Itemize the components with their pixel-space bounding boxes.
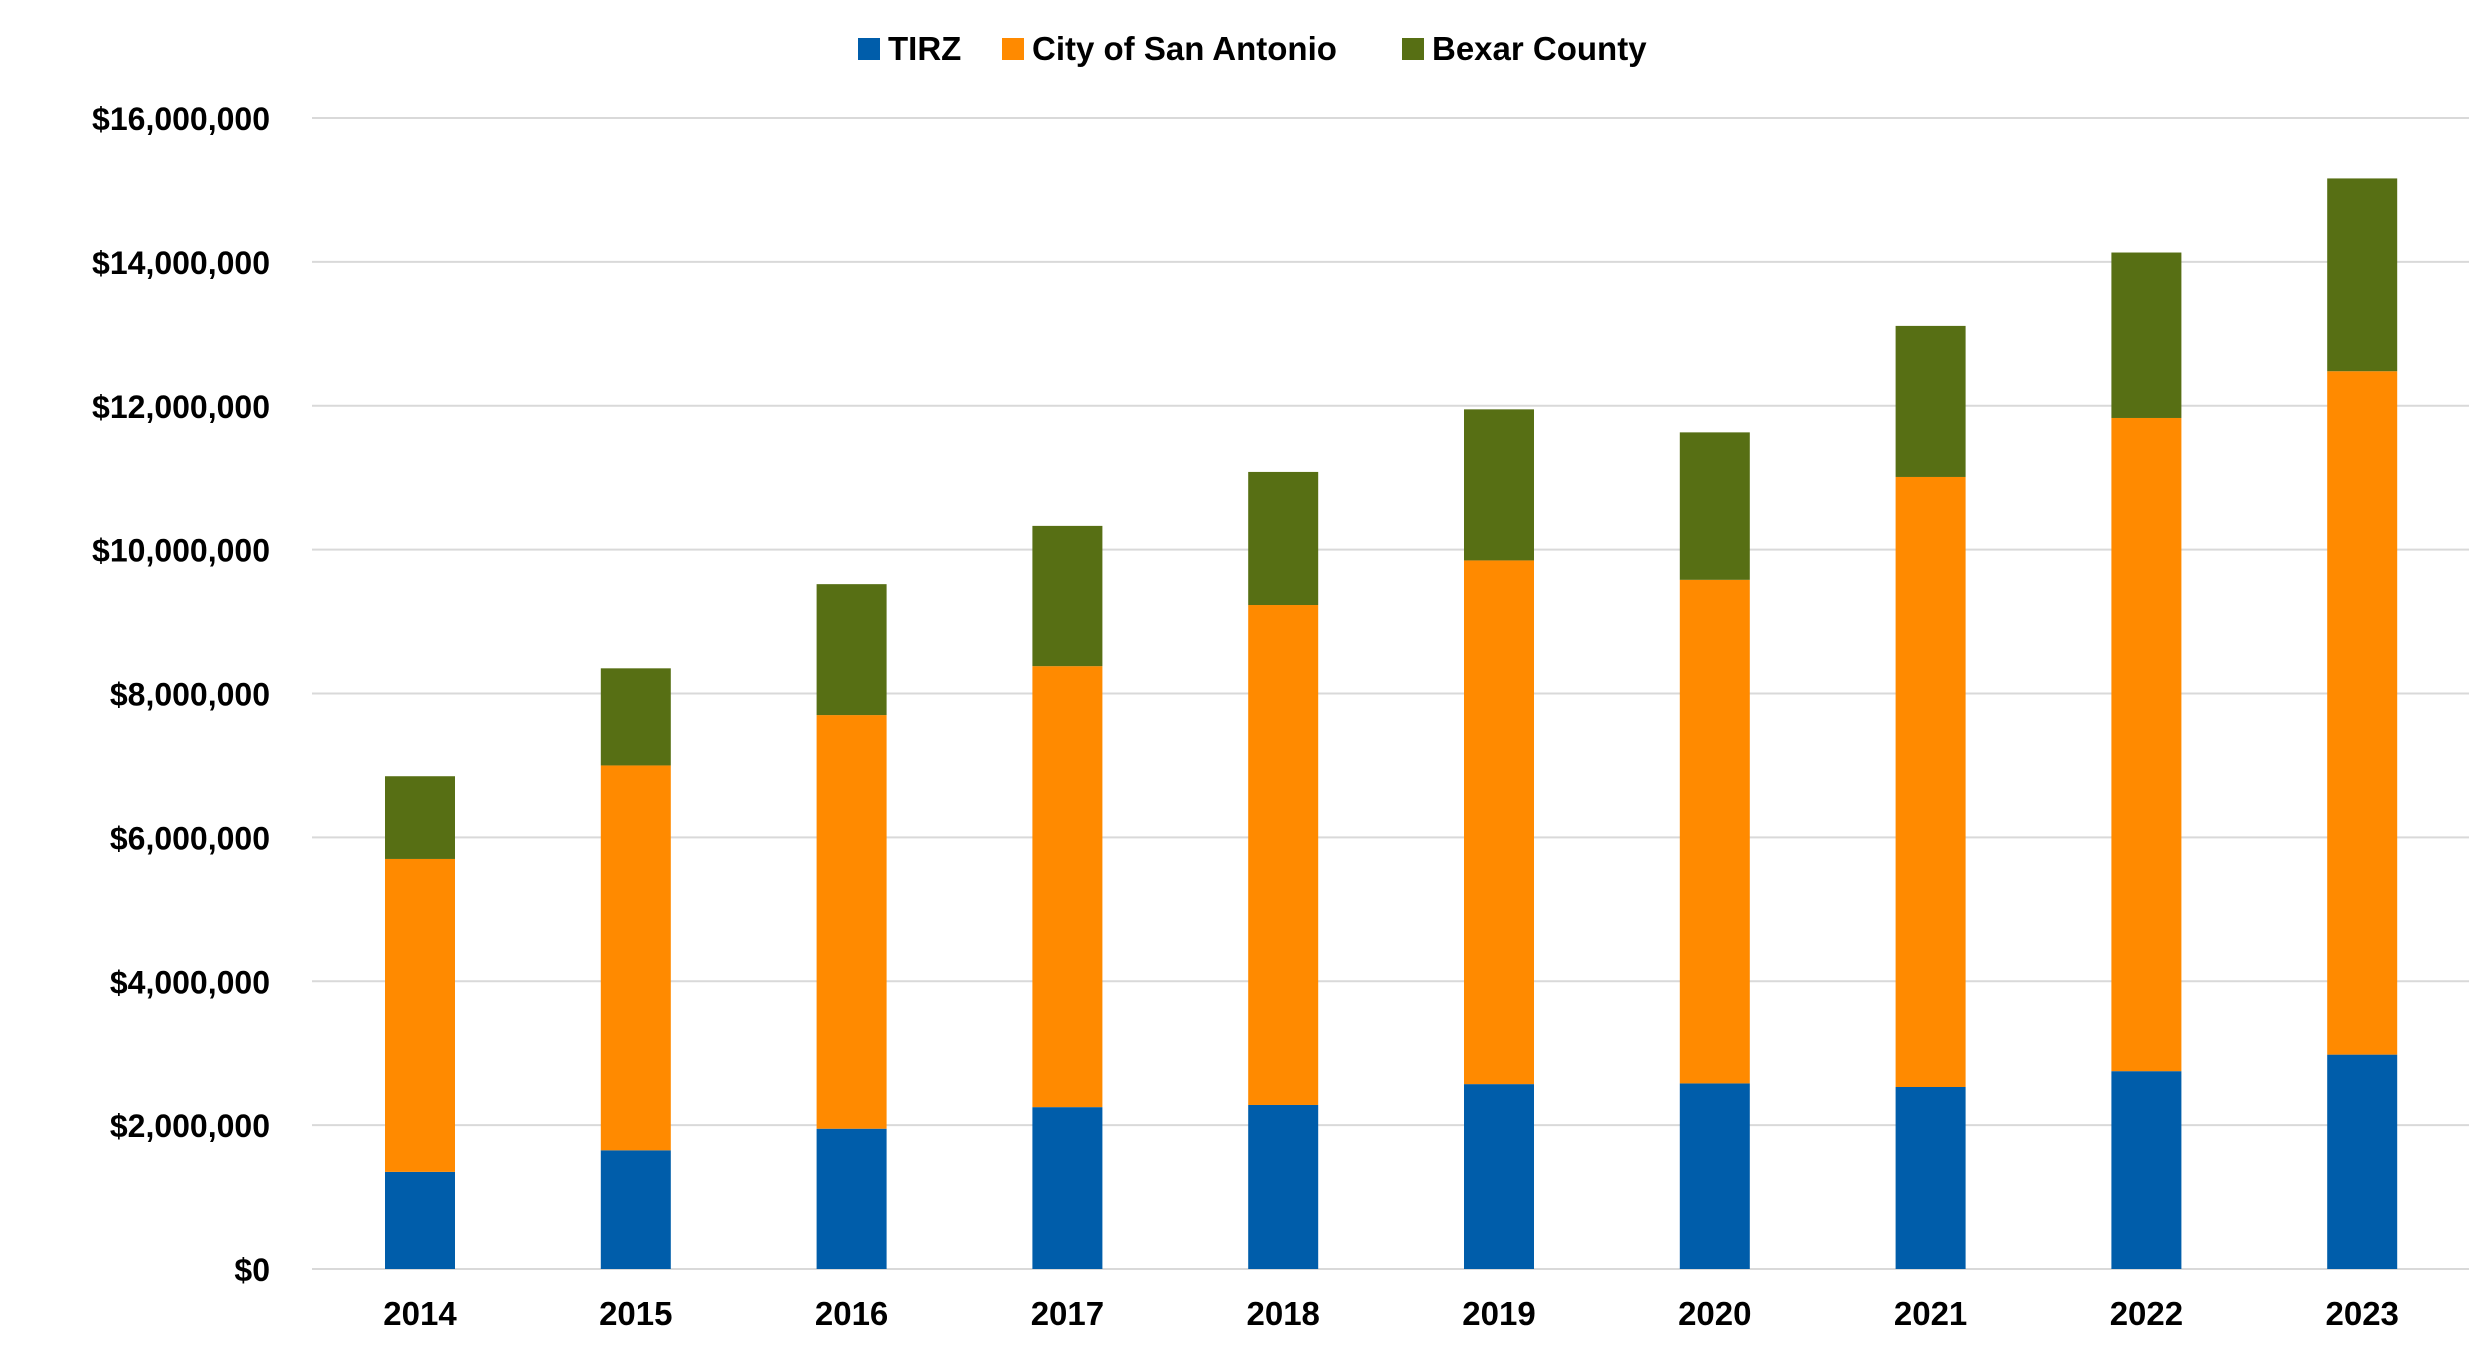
bar-segment-tirz	[2111, 1071, 2182, 1269]
y-tick-label: $2,000,000	[110, 1108, 270, 1144]
legend-swatch	[1002, 38, 1024, 60]
bar-segment-bexar-county	[2327, 178, 2398, 372]
y-tick-label: $8,000,000	[110, 677, 270, 713]
y-tick-label: $16,000,000	[92, 101, 270, 137]
x-tick-label: 2015	[599, 1295, 672, 1332]
y-axis: $0 $2,000,000 $4,000,000 $6,000,000 $8,000,0…	[92, 101, 270, 1288]
bar-segment-bexar-county	[816, 584, 887, 716]
bar-segment-bexar-county	[1032, 525, 1103, 667]
x-tick-label: 2016	[815, 1295, 888, 1332]
gridlines	[312, 117, 2469, 1270]
bar-segment-tirz	[1248, 1104, 1319, 1269]
bar-segment-bexar-county	[1679, 432, 1750, 580]
bar-segment-city-of-san-antonio	[2111, 417, 2182, 1072]
bar-segment-city-of-san-antonio	[600, 765, 671, 1151]
y-tick-label: $4,000,000	[110, 964, 270, 1000]
x-tick-label: 2018	[1246, 1295, 1319, 1332]
bar-segment-bexar-county	[1248, 471, 1319, 606]
bar-segment-city-of-san-antonio	[1464, 560, 1534, 1085]
x-tick-label: 2017	[1031, 1295, 1104, 1332]
bar-segment-tirz	[600, 1150, 671, 1269]
bar-segment-tirz	[1895, 1086, 1966, 1269]
bar-segment-tirz	[385, 1171, 455, 1269]
x-tick-label: 2021	[1894, 1295, 1967, 1332]
bar-segment-bexar-county	[2111, 252, 2182, 418]
bar-segment-bexar-county	[385, 776, 455, 859]
bar-segment-tirz	[816, 1128, 887, 1269]
y-tick-label: $10,000,000	[92, 533, 270, 569]
x-tick-label: 2020	[1678, 1295, 1751, 1332]
bar-segment-tirz	[1032, 1107, 1103, 1269]
bar-segment-bexar-county	[1464, 409, 1534, 561]
legend-label: Bexar County	[1432, 30, 1647, 67]
bar-segment-city-of-san-antonio	[385, 858, 455, 1172]
bar-segment-tirz	[1464, 1084, 1534, 1269]
x-axis: 2014 2015 2016 2017 2018 2019 2020 2021 2022 2023	[383, 1295, 2399, 1332]
bar-segment-city-of-san-antonio	[1032, 666, 1103, 1108]
bar-segment-bexar-county	[1895, 325, 1966, 477]
y-tick-label: $0	[234, 1252, 270, 1288]
x-tick-label: 2023	[2325, 1295, 2398, 1332]
y-tick-label: $12,000,000	[92, 389, 270, 425]
bar-segment-city-of-san-antonio	[2327, 371, 2398, 1055]
y-tick-label: $6,000,000	[110, 820, 270, 856]
bar-segment-tirz	[2327, 1054, 2398, 1269]
y-tick-label: $14,000,000	[92, 245, 270, 281]
bar-segment-city-of-san-antonio	[1679, 579, 1750, 1084]
bars	[385, 178, 2398, 1269]
legend-swatch	[858, 38, 880, 60]
bar-segment-bexar-county	[600, 668, 671, 766]
bar-segment-tirz	[1679, 1083, 1750, 1269]
bar-segment-city-of-san-antonio	[1895, 476, 1966, 1087]
bar-segment-city-of-san-antonio	[1248, 605, 1319, 1105]
bar-segment-city-of-san-antonio	[816, 715, 887, 1129]
x-tick-label: 2014	[383, 1295, 457, 1332]
legend: TIRZ City of San Antonio Bexar County	[858, 30, 1647, 67]
x-tick-label: 2019	[1462, 1295, 1535, 1332]
legend-label: TIRZ	[888, 30, 961, 67]
legend-swatch	[1402, 38, 1424, 60]
legend-label: City of San Antonio	[1032, 30, 1337, 67]
x-tick-label: 2022	[2110, 1295, 2183, 1332]
